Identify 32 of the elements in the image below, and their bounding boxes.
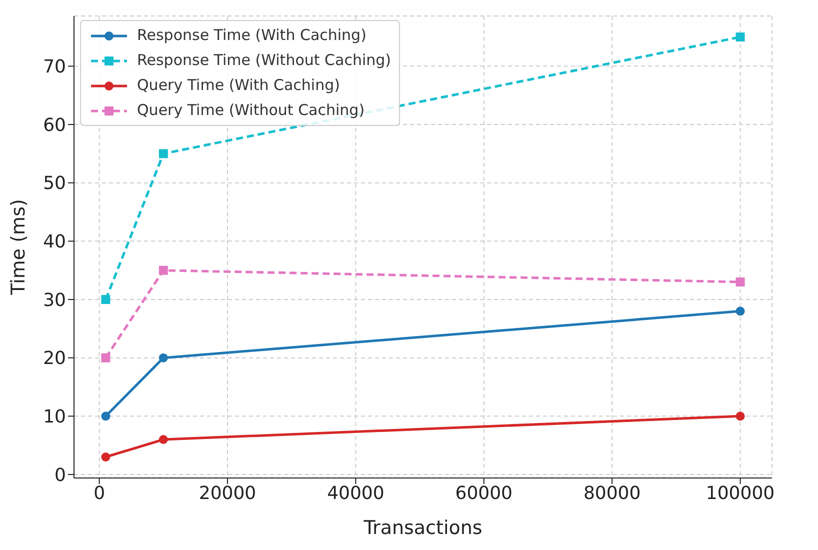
point [101, 452, 110, 462]
point [158, 353, 168, 362]
point [101, 412, 110, 421]
x-tick-label: 20000 [198, 482, 256, 504]
y-axis-title: Time (ms) [8, 199, 30, 296]
point [736, 32, 745, 42]
y-tick-label: 30 [43, 290, 66, 311]
point [158, 266, 168, 275]
y-tick-label: 0 [54, 464, 66, 486]
x-axis-title: Transactions [362, 517, 482, 539]
y-tick-label: 40 [43, 232, 66, 253]
y-tick-label: 60 [43, 114, 66, 136]
y-tick-label: 50 [43, 173, 66, 194]
y-tick-label: 70 [43, 56, 66, 78]
point [736, 306, 745, 316]
x-tick-label: 80000 [583, 482, 641, 504]
point [736, 412, 745, 421]
legend-label: Response Time (Without Caching) [137, 50, 391, 71]
point [101, 295, 110, 304]
point [101, 353, 110, 362]
legend-label: Query Time (Without Caching) [137, 100, 365, 121]
x-tick-label: 0 [94, 482, 106, 504]
legend-label: Response Time (With Caching) [137, 25, 366, 46]
x-tick-label: 100000 [706, 482, 775, 504]
y-tick-label: 10 [43, 406, 66, 428]
legend-label: Query Time (With Caching) [137, 75, 340, 96]
y-tick-label: 20 [43, 348, 66, 370]
x-tick-label: 60000 [455, 482, 513, 504]
x-tick-label: 40000 [327, 482, 384, 504]
point [158, 435, 168, 444]
point [158, 149, 168, 158]
point [736, 278, 745, 286]
